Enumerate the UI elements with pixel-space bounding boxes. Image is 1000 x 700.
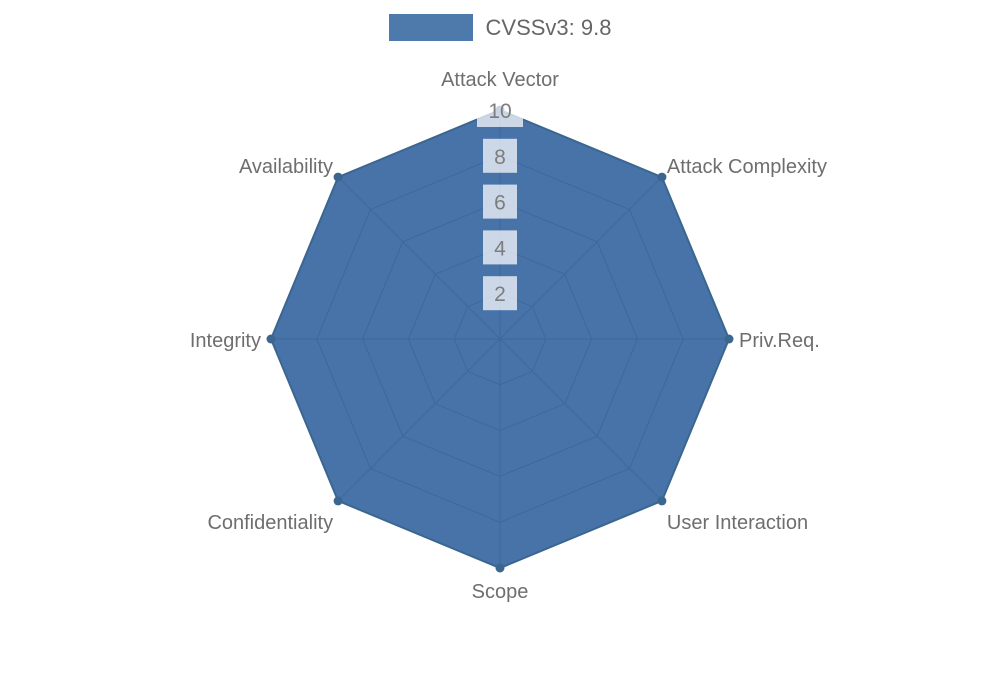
data-point-marker — [495, 563, 505, 573]
data-point-marker — [657, 496, 667, 506]
data-point-marker — [657, 172, 667, 182]
axis-labels: Attack Vector Attack Complexity Priv.Req. U… — [190, 69, 827, 603]
axis-label-confidentiality: Confidentiality — [207, 512, 333, 534]
tick-backdrop — [483, 138, 517, 173]
data-point-marker — [724, 334, 734, 344]
axis-label-attack-vector: Attack Vector — [441, 69, 559, 91]
radial-ticks: 2 4 6 8 10 — [477, 93, 523, 311]
tick-backdrop — [477, 93, 523, 127]
tick-label: 2 — [494, 283, 506, 306]
legend-swatch — [388, 14, 473, 41]
tick-backdrop — [483, 276, 517, 311]
axis-label-integrity: Integrity — [190, 330, 261, 352]
tick-label: 8 — [494, 146, 506, 169]
tick-label: 4 — [494, 237, 506, 260]
axis-label-scope: Scope — [472, 581, 529, 603]
axis-label-user-interaction: User Interaction — [667, 512, 808, 534]
tick-backdrop — [483, 230, 517, 265]
data-point-marker — [333, 496, 343, 506]
axis-label-availability: Availability — [239, 156, 333, 178]
legend-label: CVSSv3: 9.8 — [485, 15, 612, 40]
tick-label: 10 — [488, 100, 511, 123]
axis-label-attack-complexity: Attack Complexity — [667, 156, 827, 178]
data-point-marker — [266, 334, 276, 344]
tick-backdrop — [483, 184, 517, 219]
tick-label: 6 — [494, 192, 506, 215]
data-point-marker — [333, 172, 343, 182]
axis-label-priv-req: Priv.Req. — [739, 330, 820, 352]
legend-item-cvssv3[interactable]: CVSSv3: 9.8 — [0, 14, 1000, 41]
